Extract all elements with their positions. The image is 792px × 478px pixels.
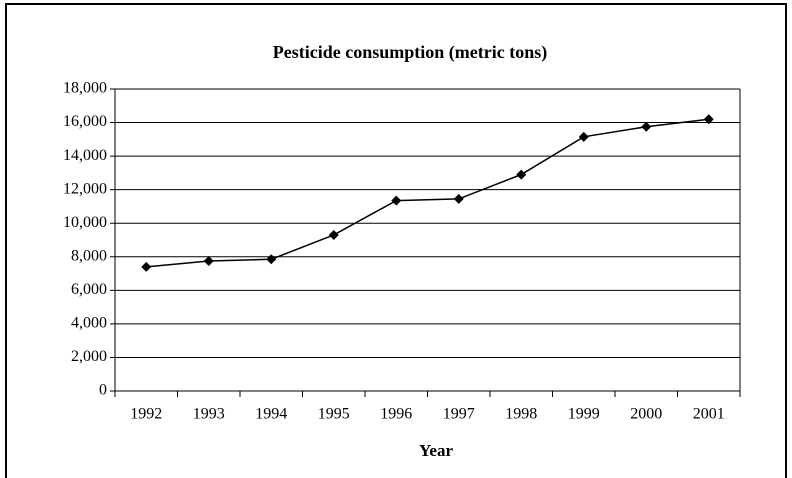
y-tick-label: 18,000 — [63, 80, 107, 97]
y-tick-label: 8,000 — [71, 247, 107, 264]
x-tick-label: 1995 — [318, 406, 350, 423]
y-tick-label: 0 — [99, 382, 107, 399]
marker — [703, 114, 714, 125]
x-tick-label: 1994 — [255, 406, 287, 423]
chart-title: Pesticide consumption (metric tons) — [273, 42, 547, 63]
x-tick-label: 1992 — [130, 406, 162, 423]
y-tick-label: 6,000 — [71, 281, 107, 298]
marker — [141, 261, 152, 272]
marker — [516, 169, 527, 180]
y-tick-label: 4,000 — [71, 315, 107, 332]
y-tick-label: 2,000 — [71, 348, 107, 365]
x-axis-title: Year — [419, 441, 453, 460]
marker — [328, 229, 339, 240]
y-tick-label: 12,000 — [63, 180, 107, 197]
x-tick-label: 1997 — [443, 406, 475, 423]
x-tick-label: 2001 — [693, 406, 725, 423]
y-tick-label: 16,000 — [63, 113, 107, 130]
x-tick-label: 2000 — [630, 406, 662, 423]
marker — [453, 193, 464, 204]
marker — [266, 254, 277, 265]
x-tick-label: 1998 — [505, 406, 537, 423]
x-tick-label: 1999 — [568, 406, 600, 423]
marker — [391, 195, 402, 206]
x-tick-label: 1996 — [380, 406, 412, 423]
x-tick-label: 1993 — [193, 406, 225, 423]
series-line — [146, 118, 709, 268]
frame — [5, 3, 787, 478]
y-tick-label: 14,000 — [63, 147, 107, 164]
y-tick-label: 10,000 — [63, 214, 107, 231]
marker — [578, 131, 589, 142]
marker — [203, 255, 214, 266]
marker — [641, 121, 652, 132]
